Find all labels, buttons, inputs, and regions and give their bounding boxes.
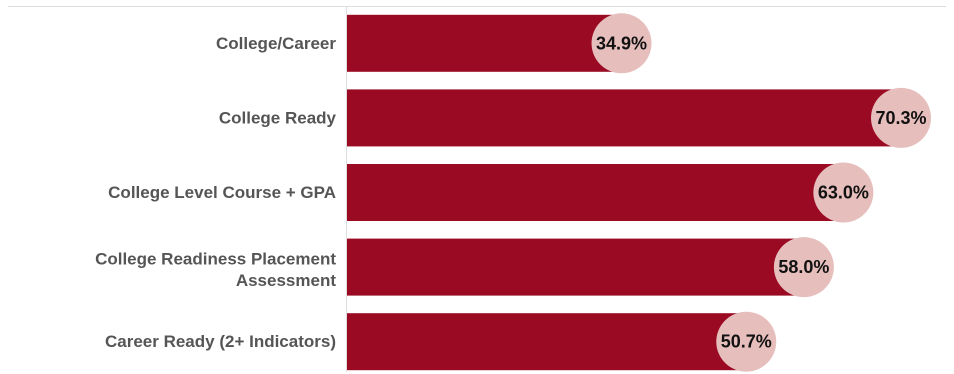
data-label: 50.7% [721,332,772,352]
data-label: 70.3% [875,108,926,128]
data-label: 34.9% [596,33,647,53]
value-marker [773,237,834,298]
value-marker [871,87,931,148]
data-label: 58.0% [778,257,829,277]
bar [347,164,844,221]
value-marker [591,13,652,74]
bar [347,313,747,371]
category-label: Career Ready (2+ Indicators) [105,332,336,351]
bar [347,238,804,296]
value-marker [716,311,777,372]
category-label: College Level Course + GPA [108,183,336,202]
category-label: College/Career [216,34,336,53]
category-label: College Readiness Placement Assessment [95,250,336,290]
value-marker [813,162,874,223]
bar [347,89,901,147]
bar [347,14,622,72]
data-label: 63.0% [818,183,869,203]
category-label: College Ready [219,108,337,127]
